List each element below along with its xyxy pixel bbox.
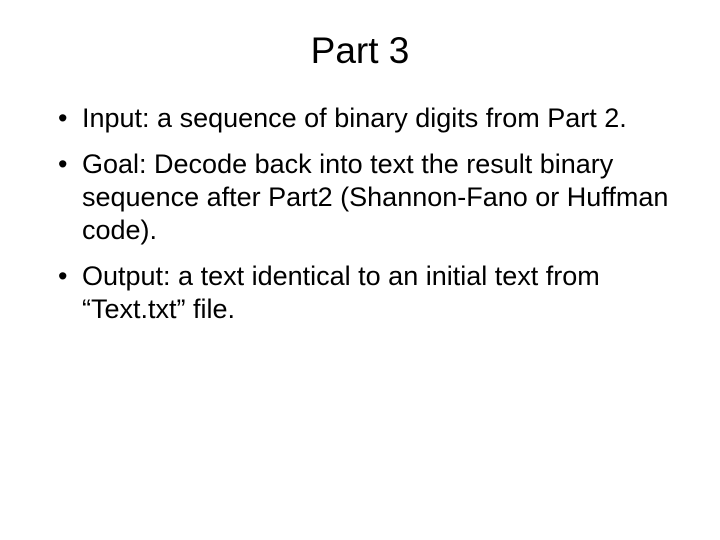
list-item: Input: a sequence of binary digits from … (62, 102, 682, 135)
slide-container: Part 3 Input: a sequence of binary digit… (0, 0, 720, 540)
list-item: Goal: Decode back into text the result b… (62, 148, 682, 247)
bullet-list: Input: a sequence of binary digits from … (38, 102, 682, 326)
list-item: Output: a text identical to an initial t… (62, 260, 682, 326)
slide-title: Part 3 (38, 30, 682, 72)
